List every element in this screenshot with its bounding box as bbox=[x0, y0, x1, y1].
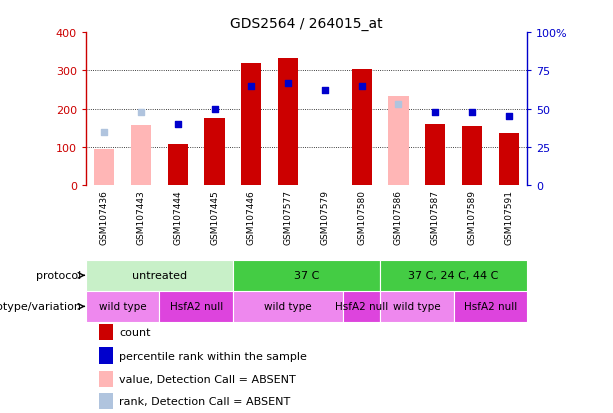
Bar bbox=[99, 393, 113, 409]
Text: GSM107580: GSM107580 bbox=[357, 190, 366, 244]
Point bbox=[467, 109, 477, 116]
Text: wild type: wild type bbox=[393, 301, 441, 312]
Text: GSM107579: GSM107579 bbox=[321, 190, 329, 244]
Bar bbox=[233, 260, 380, 291]
Text: count: count bbox=[119, 327, 150, 337]
Point bbox=[136, 109, 146, 116]
Bar bbox=[159, 291, 233, 322]
Bar bbox=[242, 64, 262, 186]
Bar bbox=[278, 59, 298, 186]
Bar bbox=[462, 127, 482, 186]
Text: GSM107443: GSM107443 bbox=[137, 190, 145, 244]
Point bbox=[210, 106, 219, 113]
Bar bbox=[94, 150, 115, 186]
Bar bbox=[388, 97, 408, 186]
Bar bbox=[131, 126, 151, 186]
Text: protocol: protocol bbox=[36, 271, 82, 281]
Bar bbox=[86, 291, 159, 322]
Point bbox=[246, 83, 256, 90]
Text: GSM107445: GSM107445 bbox=[210, 190, 219, 244]
Text: GSM107446: GSM107446 bbox=[247, 190, 256, 244]
Title: GDS2564 / 264015_at: GDS2564 / 264015_at bbox=[230, 17, 383, 31]
Text: GSM107586: GSM107586 bbox=[394, 190, 403, 244]
Text: GSM107444: GSM107444 bbox=[173, 190, 182, 244]
Bar bbox=[205, 119, 224, 186]
Text: 37 C: 37 C bbox=[294, 271, 319, 281]
Bar bbox=[380, 291, 454, 322]
Point bbox=[283, 80, 293, 87]
Text: value, Detection Call = ABSENT: value, Detection Call = ABSENT bbox=[119, 375, 295, 385]
Point bbox=[394, 102, 403, 108]
Text: wild type: wild type bbox=[99, 301, 147, 312]
Text: HsfA2 null: HsfA2 null bbox=[170, 301, 223, 312]
Point bbox=[99, 129, 109, 135]
Text: GSM107577: GSM107577 bbox=[284, 190, 292, 244]
Text: percentile rank within the sample: percentile rank within the sample bbox=[119, 351, 306, 361]
Point bbox=[357, 83, 367, 90]
Point bbox=[504, 114, 514, 121]
Text: 37 C, 24 C, 44 C: 37 C, 24 C, 44 C bbox=[408, 271, 499, 281]
Text: GSM107591: GSM107591 bbox=[504, 190, 513, 244]
Point bbox=[320, 88, 330, 95]
Bar bbox=[99, 348, 113, 364]
Bar bbox=[99, 371, 113, 387]
Bar bbox=[86, 260, 233, 291]
Text: GSM107589: GSM107589 bbox=[468, 190, 476, 244]
Point bbox=[173, 121, 183, 128]
Text: GSM107587: GSM107587 bbox=[431, 190, 440, 244]
Text: genotype/variation: genotype/variation bbox=[0, 301, 82, 312]
Text: untreated: untreated bbox=[132, 271, 187, 281]
Bar bbox=[380, 260, 527, 291]
Bar bbox=[425, 125, 446, 186]
Bar bbox=[498, 133, 519, 186]
Text: rank, Detection Call = ABSENT: rank, Detection Call = ABSENT bbox=[119, 396, 290, 406]
Text: wild type: wild type bbox=[264, 301, 312, 312]
Text: HsfA2 null: HsfA2 null bbox=[335, 301, 388, 312]
Bar bbox=[351, 69, 371, 186]
Text: GSM107436: GSM107436 bbox=[100, 190, 109, 244]
Bar bbox=[168, 145, 188, 186]
Bar bbox=[454, 291, 527, 322]
Bar bbox=[99, 324, 113, 340]
Bar bbox=[233, 291, 343, 322]
Text: HsfA2 null: HsfA2 null bbox=[464, 301, 517, 312]
Bar bbox=[343, 291, 380, 322]
Point bbox=[430, 109, 440, 116]
